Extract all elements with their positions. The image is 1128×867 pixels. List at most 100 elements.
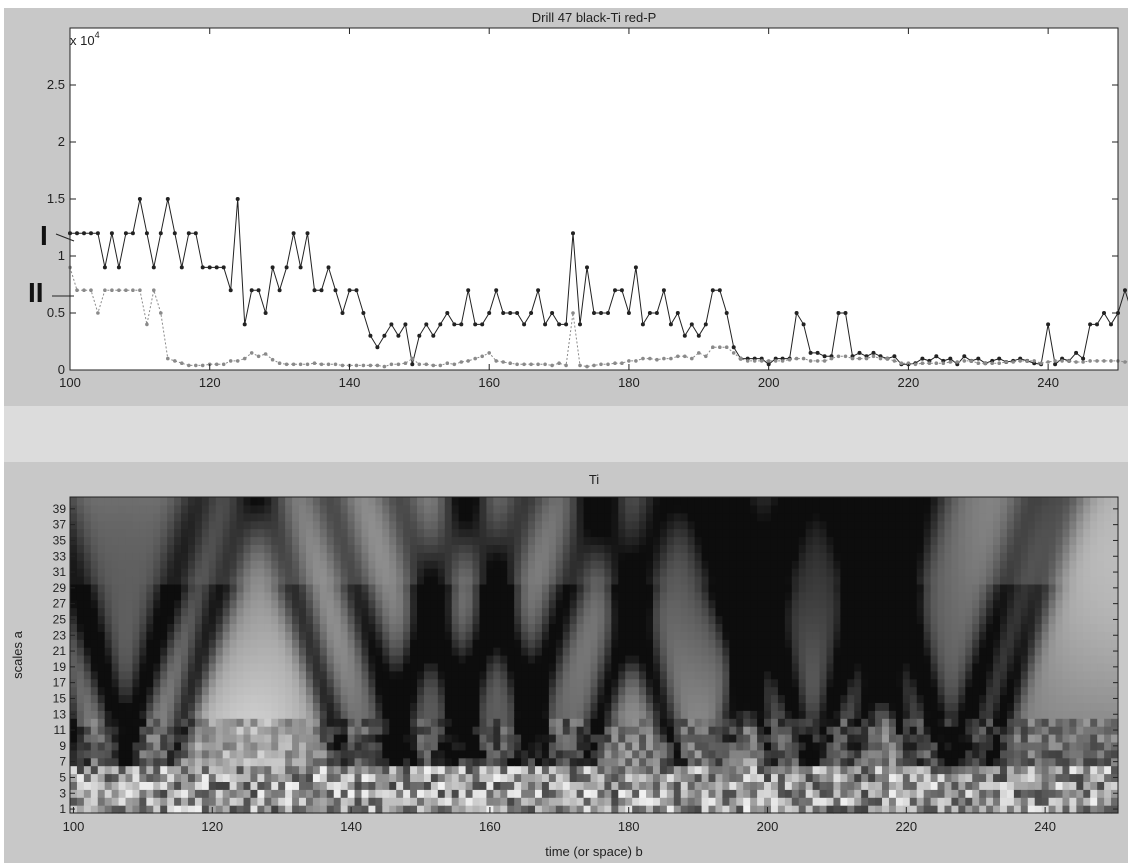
heatmap-cell: [326, 662, 335, 672]
heatmap-cell: [555, 710, 564, 719]
heatmap-cell: [541, 710, 550, 719]
heatmap-cell: [167, 560, 175, 569]
heatmap-cell: [111, 694, 120, 703]
heatmap-cell: [625, 749, 633, 759]
heatmap-cell: [611, 789, 619, 798]
series-1-point: [522, 322, 527, 327]
heatmap-cell: [194, 639, 203, 648]
heatmap-cell: [305, 536, 314, 545]
heatmap-cell: [250, 718, 258, 727]
heatmap-cell: [673, 607, 682, 617]
heatmap-cell: [181, 670, 189, 680]
heatmap-cell: [604, 631, 612, 640]
heatmap-cell: [271, 552, 279, 561]
heatmap-cell: [125, 639, 134, 648]
heatmap-cell: [514, 639, 522, 648]
heatmap-cell: [805, 781, 814, 790]
heatmap-cell: [389, 528, 397, 538]
heatmap-cell: [430, 718, 439, 727]
series-2-point: [501, 360, 506, 364]
series-1-point: [424, 322, 429, 327]
heatmap-cell: [708, 647, 717, 656]
heatmap-cell: [722, 670, 730, 680]
heatmap-cell: [417, 615, 425, 624]
series-2-point: [1095, 359, 1099, 363]
heatmap-cell: [215, 741, 224, 751]
heatmap-cell: [750, 560, 758, 569]
heatmap-cell: [83, 734, 92, 743]
heatmap-cell: [840, 576, 848, 585]
heatmap-cell: [757, 726, 765, 735]
heatmap-cell: [208, 599, 217, 609]
heatmap-cell: [646, 552, 654, 561]
heatmap-cell: [139, 765, 147, 775]
heatmap-cell: [632, 741, 640, 751]
heatmap-cell: [451, 662, 460, 672]
heatmap-cell: [590, 576, 599, 585]
heatmap-cell: [167, 702, 175, 711]
heatmap-cell: [340, 773, 349, 782]
series-1-point: [116, 265, 121, 270]
heatmap-cell: [507, 678, 515, 688]
heatmap-cell: [257, 781, 265, 790]
heatmap-cell: [382, 623, 390, 632]
heatmap-cell: [97, 686, 106, 696]
heatmap-cell: [604, 757, 612, 767]
heatmap-cell: [285, 741, 293, 751]
heatmap-cell: [111, 607, 120, 617]
heatmap-cell: [854, 583, 862, 593]
heatmap-cell: [403, 741, 411, 751]
heatmap-cell: [521, 710, 529, 719]
heatmap-cell: [104, 599, 113, 609]
heatmap-cell: [583, 536, 592, 545]
heatmap-cell: [750, 655, 758, 664]
heatmap-cell: [167, 615, 175, 624]
heatmap-cell: [174, 623, 182, 632]
heatmap-cell: [70, 639, 78, 648]
heatmap-cell: [708, 568, 717, 577]
heatmap-cell: [791, 504, 800, 514]
heatmap-cell: [146, 765, 154, 775]
heatmap-cell: [174, 497, 182, 506]
heatmap-cell: [770, 655, 779, 664]
heatmap-cell: [181, 662, 189, 672]
heatmap-cell: [826, 678, 835, 688]
heatmap-cell: [347, 686, 356, 696]
series-2-point: [263, 352, 268, 356]
series-2-point: [683, 354, 687, 359]
heatmap-cell: [784, 718, 793, 727]
heatmap-cell: [243, 757, 252, 767]
heatmap-cell: [833, 702, 841, 711]
heatmap-cell: [757, 607, 765, 617]
heatmap-cell: [472, 797, 481, 806]
series-2-point: [173, 359, 177, 363]
heatmap-cell: [743, 631, 751, 640]
heatmap-cell: [722, 749, 730, 759]
heatmap-cell: [694, 631, 703, 640]
heatmap-cell: [125, 536, 134, 545]
heatmap-cell: [632, 773, 640, 782]
heatmap-cell: [722, 591, 730, 601]
heatmap-cell: [257, 568, 265, 577]
heatmap-cell: [611, 615, 619, 624]
heatmap-cell: [403, 497, 411, 506]
heatmap-cell: [757, 528, 765, 538]
heatmap-cell: [111, 710, 120, 719]
heatmap-cell: [104, 702, 113, 711]
heatmap-cell: [541, 726, 550, 735]
heatmap-cell: [784, 678, 793, 688]
heatmap-cell: [299, 718, 307, 727]
heatmap-cell: [299, 781, 307, 790]
heatmap-cell: [708, 702, 717, 711]
heatmap-cell: [535, 639, 543, 648]
heatmap-cell: [312, 583, 321, 593]
heatmap-cell: [493, 718, 501, 727]
heatmap-cell: [229, 718, 238, 727]
heatmap-cell: [76, 765, 85, 775]
heatmap-cell: [854, 591, 862, 601]
heatmap-cell: [271, 544, 279, 553]
heatmap-cell: [694, 639, 703, 648]
heatmap-cell: [750, 805, 758, 814]
heatmap-cell: [562, 583, 571, 593]
heatmap-cell: [521, 773, 529, 782]
